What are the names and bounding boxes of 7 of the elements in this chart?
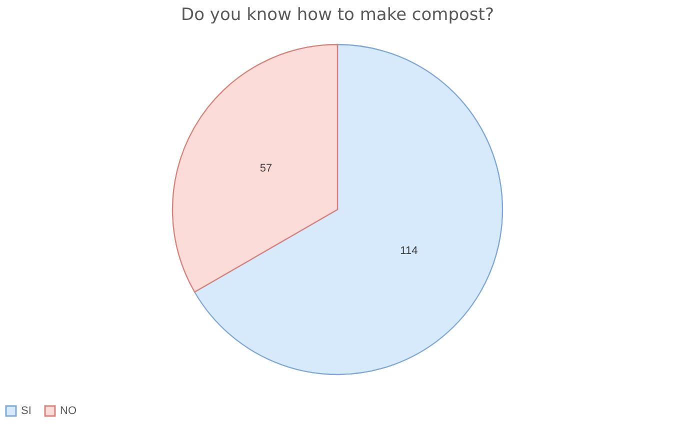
legend-label: NO (60, 405, 77, 417)
chart-title: Do you know how to make compost? (181, 5, 494, 25)
pie-slice (194, 44, 503, 376)
data-label: 114 (400, 244, 418, 257)
legend-label: SI (21, 405, 32, 417)
pie-slice (172, 44, 338, 293)
data-label: 57 (260, 162, 272, 174)
